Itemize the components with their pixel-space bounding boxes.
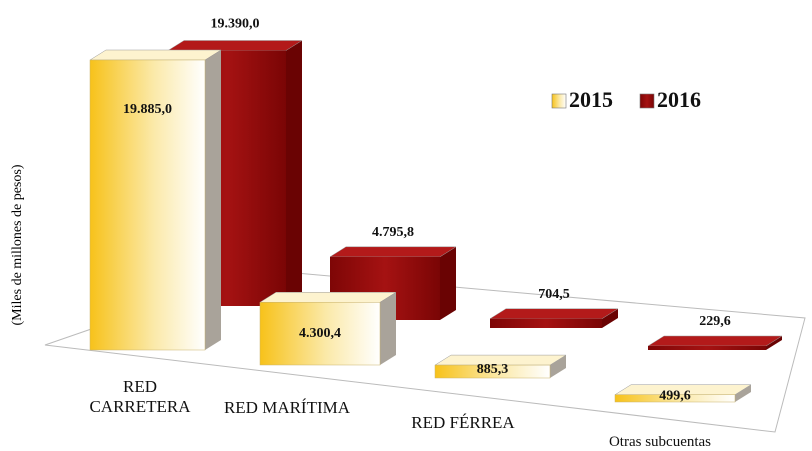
x-tick-label: RED MARÍTIMA xyxy=(223,398,351,417)
legend-swatch xyxy=(551,93,567,109)
value-label: 4.300,4 xyxy=(299,326,341,341)
value-label: 19.390,0 xyxy=(211,17,260,32)
bar-side xyxy=(286,40,302,306)
value-label: 499,6 xyxy=(659,389,691,404)
bar-top xyxy=(259,292,397,303)
bar-side xyxy=(205,50,221,350)
value-label: 704,5 xyxy=(538,287,570,302)
bar-top xyxy=(489,308,619,319)
bar xyxy=(614,394,736,403)
bar xyxy=(259,302,381,366)
bar-side xyxy=(602,308,618,328)
bar-top xyxy=(647,335,783,347)
x-tick-label: RED CARRETERA xyxy=(89,377,191,416)
bar-side xyxy=(550,355,566,378)
value-label: 19.885,0 xyxy=(123,102,172,117)
legend-label: 2015 xyxy=(569,87,613,112)
bar-side xyxy=(440,246,456,320)
bar-side xyxy=(766,336,782,350)
bar xyxy=(434,364,551,379)
value-label: 229,6 xyxy=(699,314,731,329)
bar xyxy=(89,59,206,351)
x-tick-label: RED FÉRREA xyxy=(411,413,515,432)
bar xyxy=(490,318,602,328)
value-label: 4.795,8 xyxy=(372,225,414,240)
y-axis-label: (Miles de millones de pesos) xyxy=(10,164,25,325)
bar-top xyxy=(89,49,222,61)
bar-side xyxy=(735,384,751,402)
legend-label: 2016 xyxy=(657,87,701,112)
legend-swatch xyxy=(639,93,655,109)
value-label: 885,3 xyxy=(477,362,509,377)
x-tick-label: Otras subcuentas xyxy=(608,434,712,450)
bar-top xyxy=(167,40,303,51)
bar-top xyxy=(329,246,457,258)
bar-side xyxy=(380,292,396,365)
bar xyxy=(648,346,766,350)
